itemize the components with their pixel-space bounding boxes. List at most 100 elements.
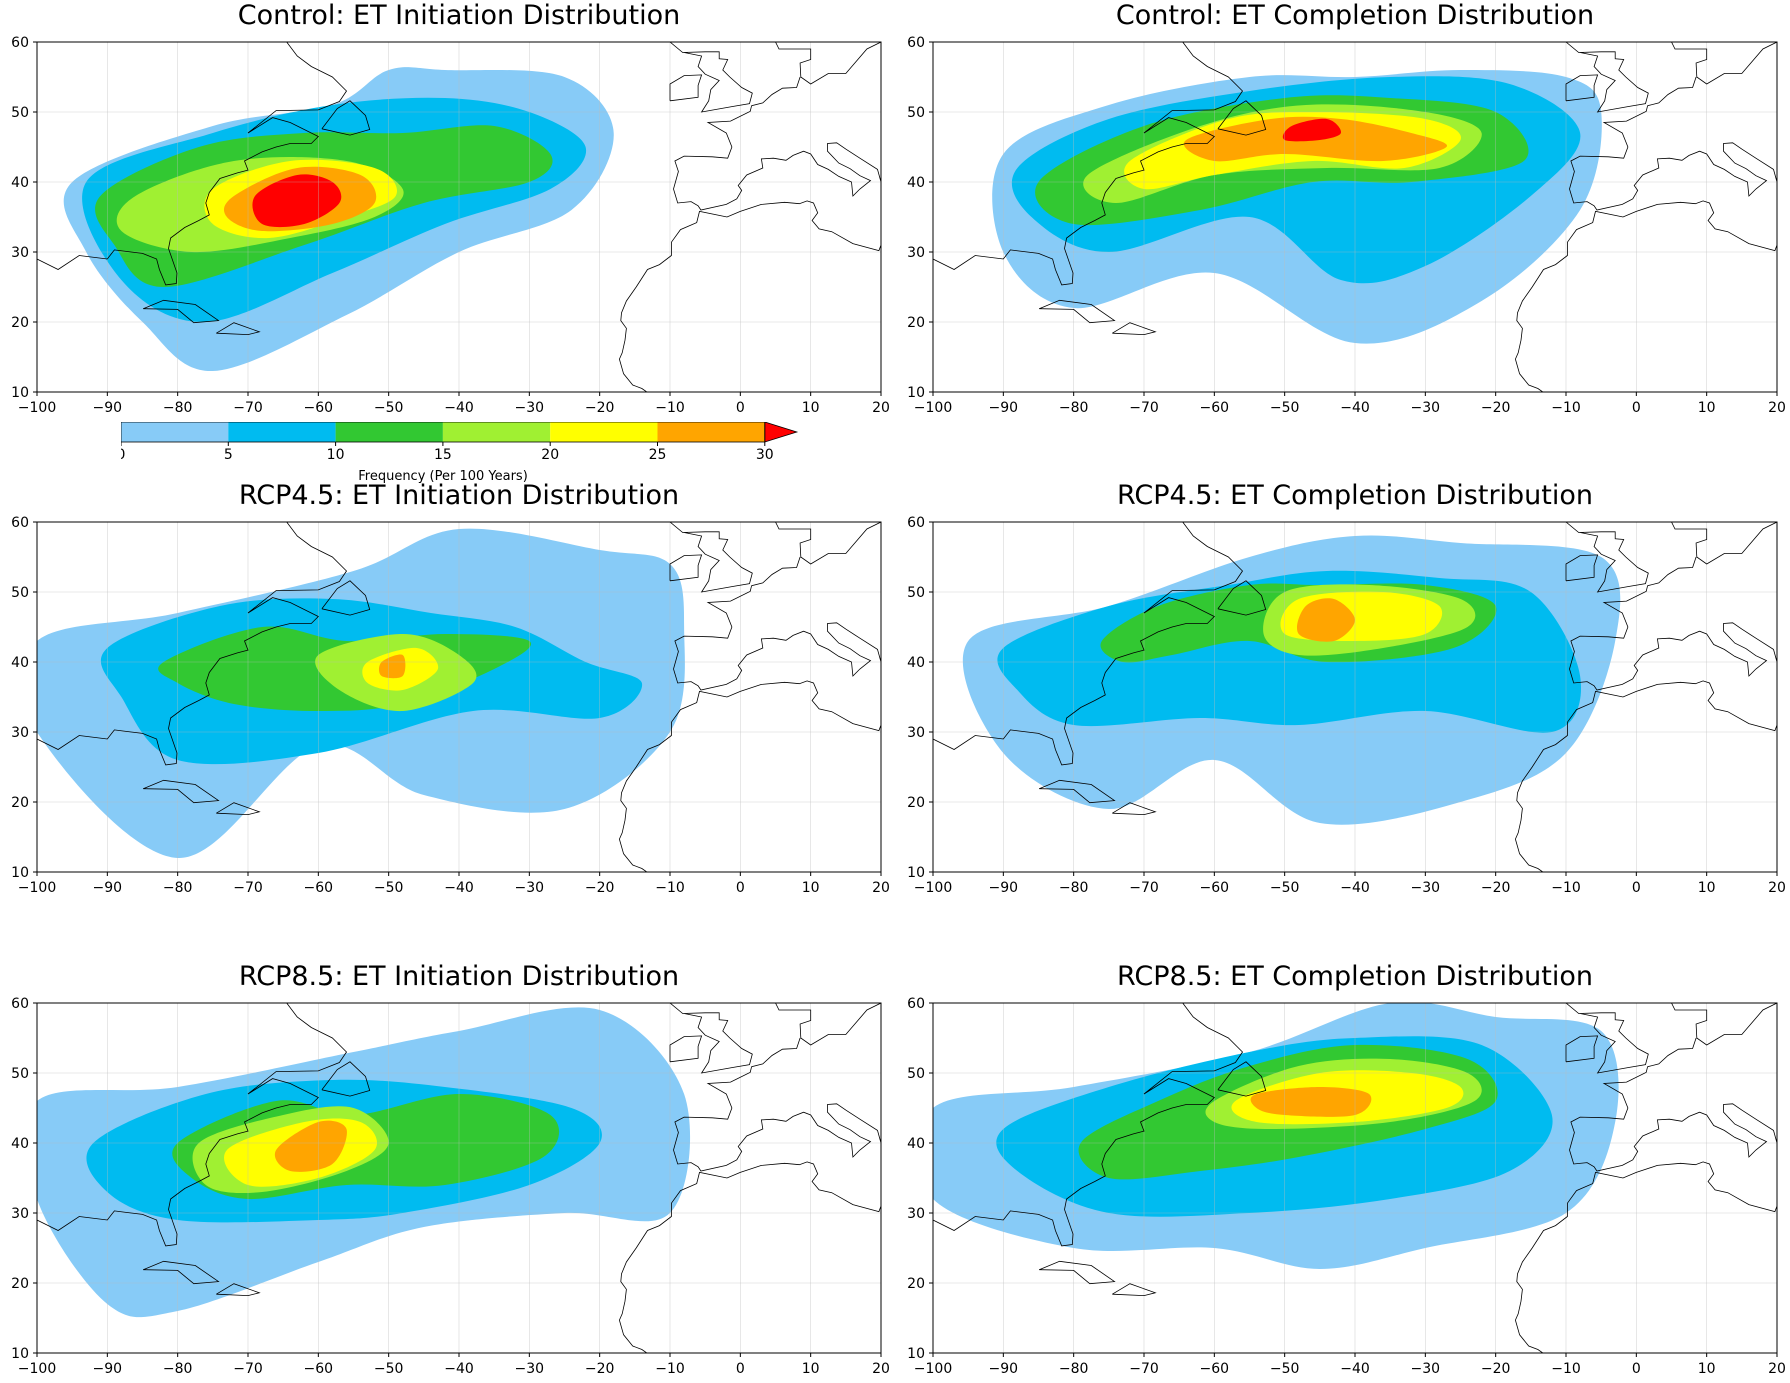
x-tick-label: −60 (1200, 1361, 1230, 1377)
x-tick-label: −80 (163, 1361, 193, 1377)
x-tick-label: −100 (18, 1361, 56, 1377)
x-tick-label: −40 (1340, 1361, 1370, 1377)
x-tick-label: −80 (163, 880, 193, 896)
colorbar-tick-label: 25 (649, 447, 667, 463)
x-tick-label: 0 (1632, 400, 1641, 416)
x-tick-label: −10 (655, 880, 685, 896)
y-tick-label: 30 (907, 725, 925, 741)
y-tick-label: 30 (11, 1206, 29, 1222)
colorbar-extend-arrow (764, 421, 799, 443)
x-tick-label: −100 (18, 880, 56, 896)
y-tick-label: 60 (11, 35, 29, 51)
x-tick-label: −80 (1059, 880, 1089, 896)
x-tick-label: −100 (18, 400, 56, 416)
x-tick-label: 10 (802, 400, 820, 416)
x-tick-label: −60 (304, 400, 334, 416)
x-tick-label: −30 (515, 880, 545, 896)
y-tick-label: 60 (11, 996, 29, 1012)
x-tick-label: −20 (585, 1361, 615, 1377)
x-tick-label: −90 (93, 880, 123, 896)
x-tick-label: −70 (1129, 1361, 1159, 1377)
x-tick-label: 20 (872, 880, 890, 896)
y-tick-label: 50 (907, 1066, 925, 1082)
y-tick-label: 50 (11, 105, 29, 121)
y-tick-label: 30 (907, 1206, 925, 1222)
x-tick-label: −60 (304, 1361, 334, 1377)
y-tick-label: 10 (907, 865, 925, 881)
colorbar-tick-label: 0 (121, 447, 125, 463)
map-panel-rcp85-initiation: −100 −90 −80 −70 −60 −50 −40 −30 −20 −10 0 10 20 60 50… (11, 961, 890, 1377)
y-tick-label: 30 (11, 725, 29, 741)
x-tick-label: 0 (736, 1361, 745, 1377)
x-tick-label: −70 (233, 1361, 263, 1377)
x-tick-label: −10 (1551, 400, 1581, 416)
x-tick-label: −70 (233, 880, 263, 896)
x-tick-label: 10 (1698, 1361, 1716, 1377)
y-tick-label: 50 (11, 585, 29, 601)
x-tick-label: −20 (1481, 400, 1511, 416)
x-tick-label: −80 (1059, 1361, 1089, 1377)
x-tick-label: −90 (93, 1361, 123, 1377)
map-plot: −100 −90 −80 −70 −60 −50 −40 −30 −20 −10 0 10 206050… (11, 35, 890, 416)
x-tick-label: −60 (1200, 400, 1230, 416)
map-plot: −100 −90 −80 −70 −60 −50 −40 −30 −20 −10 0 10 206050… (907, 35, 1786, 416)
y-tick-label: 30 (11, 245, 29, 261)
x-tick-label: −50 (374, 1361, 404, 1377)
x-tick-label: −40 (444, 880, 474, 896)
y-tick-label: 20 (11, 315, 29, 331)
colorbar: 0 5 10 15 20 25 30 Frequency (Per 100 Years) (117, 421, 801, 484)
y-tick-label: 60 (11, 515, 29, 531)
x-tick-label: −40 (444, 400, 474, 416)
colorbar-swatches: 0 5 10 15 20 25 30 (117, 421, 799, 463)
colorbar-swatch-5 (228, 422, 336, 442)
x-tick-label: −100 (914, 880, 952, 896)
x-tick-label: −50 (374, 880, 404, 896)
y-tick-label: 10 (11, 385, 29, 401)
y-tick-label: 40 (907, 1136, 925, 1152)
contour-level-25 (1296, 598, 1355, 642)
colorbar-tick-label: 10 (327, 447, 345, 463)
colorbar-tick-label: 15 (434, 447, 452, 463)
y-tick-label: 60 (907, 996, 925, 1012)
x-tick-label: −90 (989, 880, 1019, 896)
x-tick-label: −30 (1411, 1361, 1441, 1377)
x-tick-label: −70 (1129, 880, 1159, 896)
x-tick-label: −20 (1481, 880, 1511, 896)
map-plot: −100 −90 −80 −70 −60 −50 −40 −30 −20 −10 0 10 206050… (907, 996, 1786, 1377)
x-tick-label: 10 (1698, 400, 1716, 416)
y-tick-label: 50 (907, 105, 925, 121)
x-tick-label: 20 (872, 1361, 890, 1377)
x-tick-label: −50 (1270, 1361, 1300, 1377)
y-tick-label: 60 (907, 35, 925, 51)
x-tick-label: −80 (163, 400, 193, 416)
colorbar-swatch-15 (442, 422, 551, 442)
x-tick-label: 0 (736, 400, 745, 416)
y-tick-label: 10 (11, 1346, 29, 1362)
x-tick-label: −70 (233, 400, 263, 416)
x-tick-label: 10 (802, 880, 820, 896)
x-tick-label: 20 (1768, 880, 1786, 896)
y-tick-label: 20 (907, 315, 925, 331)
colorbar-swatch-25 (657, 422, 765, 442)
y-tick-label: 40 (11, 175, 29, 191)
colorbar-swatch-0 (121, 422, 229, 442)
y-tick-label: 40 (11, 655, 29, 671)
x-tick-label: −40 (1340, 400, 1370, 416)
x-tick-label: −100 (914, 400, 952, 416)
x-tick-label: −30 (1411, 880, 1441, 896)
y-tick-label: 50 (11, 1066, 29, 1082)
colorbar-tick-label: 20 (541, 447, 559, 463)
x-tick-label: −90 (989, 1361, 1019, 1377)
x-tick-label: −10 (1551, 1361, 1581, 1377)
colorbar-tick-label: 30 (756, 447, 774, 463)
panel-title: RCP4.5: ET Completion Distribution (1116, 480, 1594, 511)
x-tick-label: −50 (1270, 400, 1300, 416)
x-tick-label: −90 (93, 400, 123, 416)
x-tick-label: −60 (304, 880, 334, 896)
contour-level-30 (1282, 118, 1342, 142)
x-tick-label: −20 (585, 400, 615, 416)
panel-title: RCP8.5: ET Initiation Distribution (238, 961, 680, 992)
x-tick-label: −70 (1129, 400, 1159, 416)
x-tick-label: −40 (444, 1361, 474, 1377)
map-plot: −100 −90 −80 −70 −60 −50 −40 −30 −20 −10 0 10 206050… (11, 515, 890, 896)
